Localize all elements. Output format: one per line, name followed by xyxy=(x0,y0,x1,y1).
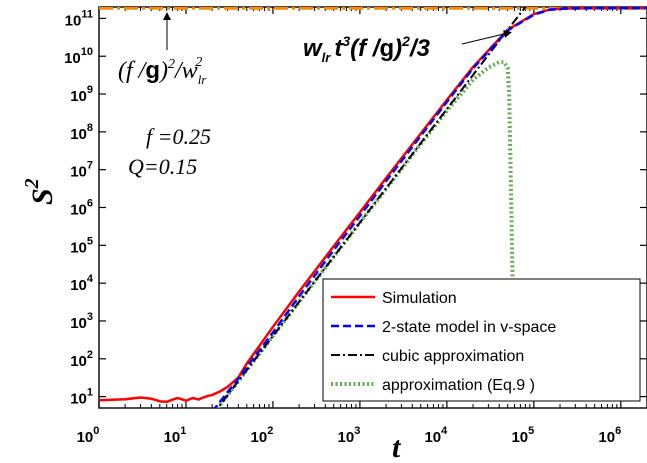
y-tick-label: 102 xyxy=(70,349,93,370)
series-line-2 xyxy=(213,7,647,408)
cubic-annotation: wlr t3(f /g)2/3 xyxy=(303,33,431,65)
x-tick-base: 10 xyxy=(164,429,181,446)
legend-label: Simulation xyxy=(382,290,457,307)
legend-label: approximation (Eq.9 ) xyxy=(382,377,535,394)
x-tick-exp: 2 xyxy=(267,425,273,437)
svg-text:S2: S2 xyxy=(21,178,59,205)
cubic-t: t xyxy=(334,35,343,62)
legend: Simulation 2-state model in v-space cubic … xyxy=(322,278,641,402)
cubic-w: w xyxy=(303,35,323,62)
legend-label: cubic approximation xyxy=(382,348,524,365)
cubic-sup2: 2 xyxy=(401,33,410,49)
f-param-label: f =0.25 xyxy=(146,124,211,149)
y-tick-exp: 5 xyxy=(87,235,93,247)
legend-box xyxy=(322,278,641,402)
x-tick-label: 106 xyxy=(598,425,621,446)
y-tick-base: 10 xyxy=(70,239,87,256)
y-tick-base: 10 xyxy=(70,164,87,181)
y-tick-label: 109 xyxy=(70,84,93,105)
y-tick-label: 108 xyxy=(70,122,93,143)
y-axis-title: S2 xyxy=(21,178,59,205)
y-tick-label: 104 xyxy=(70,273,94,294)
cubic-g: g xyxy=(379,35,394,62)
y-axis-title-exp: 2 xyxy=(21,178,43,189)
x-tick-base: 10 xyxy=(598,429,615,446)
series-lines xyxy=(99,7,647,408)
limit-pre: (f / xyxy=(118,58,148,84)
y-tick-exp: 3 xyxy=(87,311,93,323)
y-tick-label: 103 xyxy=(70,311,93,332)
x-tick-base: 10 xyxy=(511,429,528,446)
limit-close: ) xyxy=(158,58,168,84)
y-tick-base: 10 xyxy=(70,126,87,143)
y-tick-label: 1010 xyxy=(64,46,93,67)
y-tick-label: 1011 xyxy=(65,8,93,29)
x-tick-label: 101 xyxy=(164,425,187,446)
x-tick-exp: 6 xyxy=(615,425,621,437)
x-tick-label: 103 xyxy=(338,425,361,446)
cubic-paren: (f / xyxy=(350,35,382,62)
y-tick-exp: 10 xyxy=(81,46,93,58)
cubic-close: ) xyxy=(391,35,402,62)
limit-g: g xyxy=(145,57,160,84)
x-tick-label: 105 xyxy=(511,425,534,446)
series-line-4 xyxy=(215,60,517,408)
x-tick-exp: 4 xyxy=(441,425,448,437)
x-tick-exp: 1 xyxy=(180,425,186,437)
x-tick-labels: 100 101 102 103 104 105 106 xyxy=(77,425,622,446)
y-tick-exp: 8 xyxy=(87,122,93,134)
x-tick-label: 102 xyxy=(251,425,274,446)
x-axis-title: t xyxy=(392,431,402,463)
y-tick-base: 10 xyxy=(70,277,87,294)
limit-mid: /w xyxy=(173,58,198,84)
cubic-sub: lr xyxy=(322,50,332,65)
legend-label: 2-state model in v-space xyxy=(382,319,556,336)
x-tick-base: 10 xyxy=(77,429,94,446)
y-tick-exp: 9 xyxy=(87,84,93,96)
x-tick-exp: 5 xyxy=(528,425,534,437)
y-tick-exp: 2 xyxy=(87,349,93,361)
limit-sup2: 2 xyxy=(195,55,202,70)
cubic-sup1: 3 xyxy=(342,33,350,49)
cubic-end: /3 xyxy=(409,35,431,62)
x-tick-exp: 0 xyxy=(93,425,99,437)
y-tick-base: 10 xyxy=(70,88,87,105)
x-tick-base: 10 xyxy=(424,429,441,446)
limit-annotation: (f /g)2/wlr2 xyxy=(118,55,207,87)
y-tick-exp: 11 xyxy=(81,8,93,20)
legend-items: Simulation 2-state model in v-space cubic … xyxy=(331,290,556,394)
y-tick-base: 10 xyxy=(70,315,87,332)
y-tick-base: 10 xyxy=(64,50,81,67)
cubic-arrow xyxy=(461,30,512,45)
limit-sup1: 2 xyxy=(168,57,175,72)
y-tick-label: 101 xyxy=(70,387,93,408)
y-tick-exp: 1 xyxy=(87,387,93,399)
y-tick-label: 106 xyxy=(70,198,93,219)
y-tick-base: 10 xyxy=(70,202,87,219)
series-line-3 xyxy=(216,7,527,408)
y-axis-title-base: S xyxy=(26,188,59,205)
x-tick-base: 10 xyxy=(338,429,355,446)
limit-sub: lr xyxy=(198,72,208,87)
y-tick-base: 10 xyxy=(70,391,87,408)
y-tick-exp: 4 xyxy=(87,273,94,285)
y-tick-base: 10 xyxy=(65,12,82,29)
y-tick-label: 105 xyxy=(70,235,93,256)
y-tick-base: 10 xyxy=(70,353,87,370)
q-param-label: Q=0.15 xyxy=(128,154,197,179)
y-tick-label: 107 xyxy=(70,160,93,181)
y-tick-exp: 6 xyxy=(87,198,93,210)
x-tick-exp: 3 xyxy=(354,425,360,437)
x-tick-label: 100 xyxy=(77,425,100,446)
y-tick-exp: 7 xyxy=(87,160,93,172)
x-tick-base: 10 xyxy=(251,429,268,446)
x-tick-label: 104 xyxy=(424,425,448,446)
